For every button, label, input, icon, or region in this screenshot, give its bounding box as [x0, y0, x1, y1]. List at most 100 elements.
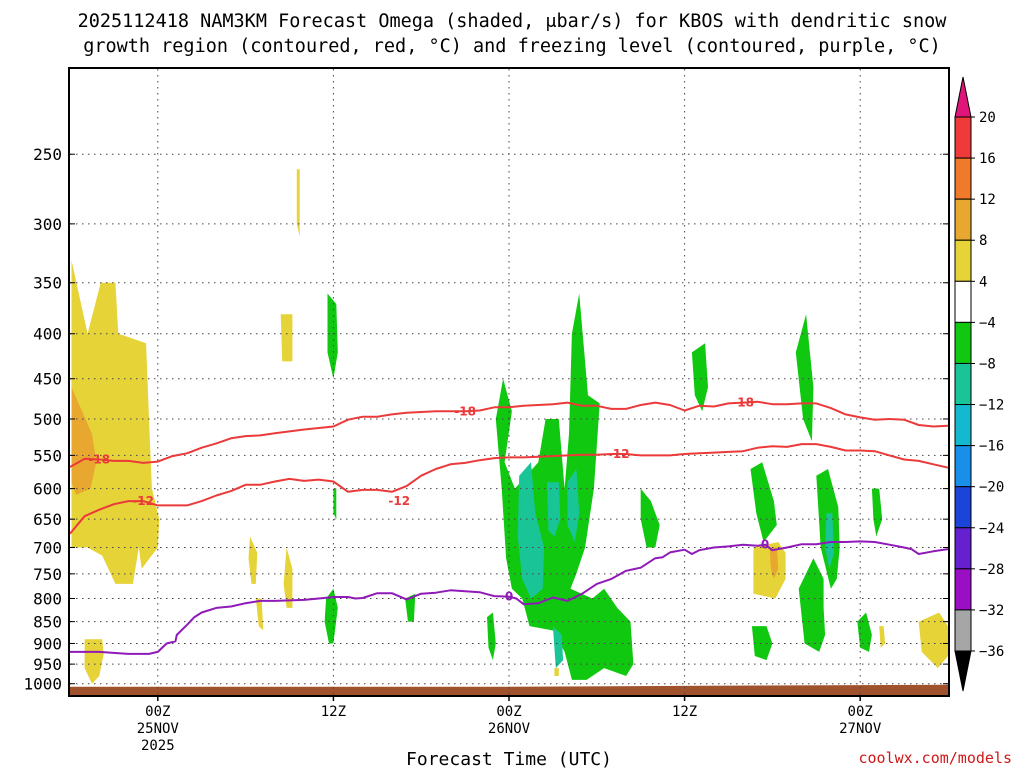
omega-region [554, 668, 559, 676]
colorbar-tick-label: 12 [979, 192, 996, 208]
omega-region [248, 536, 258, 584]
colorbar-swatch [954, 321, 972, 364]
omega-region [283, 547, 293, 608]
x-axis-label: Forecast Time (UTC) [406, 749, 612, 768]
colorbar-tick-label: 20 [979, 110, 996, 126]
y-tick-label: 750 [33, 565, 62, 584]
contour-label: -12 [388, 494, 410, 508]
colorbar-swatch [954, 609, 972, 652]
omega-region [255, 598, 264, 631]
x-tick-label: 2025 [141, 738, 175, 754]
y-tick-label: 250 [33, 145, 62, 164]
colorbar-tick-label: 16 [979, 151, 996, 167]
omega-region [751, 626, 773, 661]
colorbar-tick-label: −8 [979, 356, 996, 372]
y-tick-label: 950 [33, 655, 62, 674]
y-tick-label: 350 [33, 274, 62, 293]
x-tick-label: 00Z [496, 704, 521, 720]
colorbar-tick-label: 8 [979, 233, 987, 249]
omega-region [327, 293, 338, 379]
contour--12C [69, 443, 949, 535]
watermark: coolwx.com/models [858, 749, 1012, 767]
colorbar-swatch [954, 445, 972, 488]
omega-region [547, 482, 561, 537]
title-line-2: growth region (contoured, red, °C) and f… [83, 36, 941, 57]
omega-region [769, 547, 779, 579]
omega-region [487, 612, 496, 661]
temperature-contours: -18 -18 -18 -12 -12 -12 0 0 [69, 396, 949, 655]
contour-label: 0 [761, 538, 769, 552]
y-tick-label: 450 [33, 370, 62, 389]
omega-region [84, 639, 104, 684]
contour-label: -18 [88, 453, 110, 467]
y-tick-label: 650 [33, 510, 62, 529]
omega-region [71, 260, 160, 584]
chart-title: 2025112418 NAM3KM Forecast Omega (shaded… [78, 11, 948, 57]
colorbar-tick-label: −24 [979, 521, 1004, 537]
colorbar-swatch [954, 198, 972, 241]
omega-region [798, 558, 826, 652]
y-tick-label: 400 [33, 325, 62, 344]
omega-region [296, 169, 300, 237]
omega-region [495, 293, 634, 680]
colorbar-tick-label: 4 [979, 274, 987, 290]
omega-region [795, 314, 814, 442]
colorbar-swatch [954, 404, 972, 447]
x-tick-label: 12Z [321, 704, 346, 720]
colorbar-swatch [954, 116, 972, 159]
y-tick-label: 550 [33, 446, 62, 465]
colorbar-tick-label: −12 [979, 398, 1004, 414]
contour-label: 0 [505, 590, 513, 604]
x-tick-label: 00Z [848, 704, 873, 720]
colorbar-tick-label: −28 [979, 562, 1004, 578]
colorbar-swatch [954, 362, 972, 406]
colorbar-top-arrow [954, 76, 972, 118]
colorbar-swatch [954, 239, 972, 282]
colorbar-tick-label: −4 [979, 315, 996, 331]
contour-label: -12 [132, 494, 154, 508]
colorbar-tick-label: −32 [979, 603, 1004, 619]
colorbar-bottom-arrow [954, 650, 972, 692]
omega-region [324, 588, 338, 644]
omega-region [405, 593, 416, 622]
colorbar-swatch [954, 527, 972, 570]
omega-region [918, 612, 948, 669]
colorbar-swatch [954, 157, 972, 200]
omega-region [879, 626, 886, 648]
contour-label: -12 [608, 447, 630, 461]
omega-region [333, 488, 337, 520]
omega-region [825, 513, 834, 569]
x-tick-label: 12Z [672, 704, 697, 720]
y-tick-label: 900 [33, 634, 62, 653]
omega-region [640, 488, 660, 548]
gridlines [70, 69, 948, 695]
terrain-band [70, 684, 948, 695]
contour-label: -18 [732, 396, 754, 410]
colorbar-tick-label: −16 [979, 439, 1004, 455]
colorbar-swatch [954, 568, 972, 611]
terrain-fill [70, 684, 948, 695]
y-tick-label: 300 [33, 215, 62, 234]
y-tick-label: 600 [33, 480, 62, 499]
omega-region [552, 626, 564, 669]
pressure-axis: 250 300 350 400 450 500 550 600 650 700 750 800 850 9… [23, 145, 948, 694]
omega-region [71, 387, 97, 495]
y-tick-label: 800 [33, 589, 62, 608]
contour--18C [69, 400, 949, 468]
omega-region [691, 343, 708, 412]
omega-region [280, 314, 293, 362]
omega-colorbar: 20 16 12 8 4 −4 −8 −12 −16 −20 −24 −28 −32 −36 [954, 76, 1004, 692]
omega-region [857, 612, 872, 652]
colorbar-tick-label: −36 [979, 644, 1004, 660]
contour-label: -18 [454, 404, 476, 418]
colorbar-tick-label: −20 [979, 480, 1004, 496]
y-tick-label: 1000 [23, 675, 62, 694]
omega-region [517, 462, 545, 599]
omega-region [871, 488, 883, 537]
x-tick-label: 27NOV [839, 721, 882, 737]
omega-region [753, 542, 786, 599]
colorbar-swatch [954, 486, 972, 529]
y-tick-label: 500 [33, 410, 62, 429]
colorbar-swatch [954, 280, 972, 323]
